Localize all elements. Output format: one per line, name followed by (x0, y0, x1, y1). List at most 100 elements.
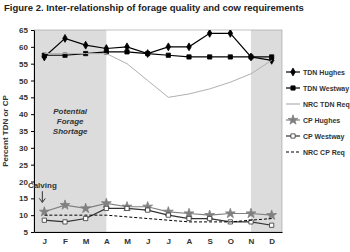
point (249, 55, 253, 59)
y-tick-mark (31, 131, 34, 132)
point (270, 55, 274, 59)
legend-swatch (286, 103, 300, 104)
y-tick: 60 (19, 43, 34, 52)
y-tick-label: 35 (19, 127, 28, 136)
y-axis: 5101520253035404550556065 (19, 26, 34, 237)
x-tick: D (269, 232, 275, 246)
y-tick: 45 (19, 93, 34, 102)
y-tick-mark (31, 47, 34, 48)
y-tick: 15 (19, 194, 34, 203)
series-line (44, 54, 271, 98)
y-tick: 5 (24, 228, 34, 237)
x-tick-label: O (228, 237, 234, 246)
y-tick-mark (31, 198, 34, 199)
y-tick-label: 55 (19, 60, 28, 69)
point (225, 208, 235, 217)
point (146, 208, 150, 212)
legend-item: NRC CP Req (286, 149, 345, 157)
point (166, 53, 170, 57)
y-tick: 35 (19, 127, 34, 136)
y-tick-mark (31, 30, 34, 31)
y-tick-mark (31, 114, 34, 115)
point (145, 50, 150, 58)
point (267, 210, 277, 219)
x-tick: O (228, 232, 234, 246)
y-axis-title: Percent TDN or CP (1, 95, 10, 167)
point (249, 53, 254, 61)
point (125, 50, 129, 54)
y-tick-mark (31, 64, 34, 65)
y-tick-mark (31, 148, 34, 149)
y-tick-mark (31, 232, 34, 233)
point (63, 34, 68, 42)
x-tick: J (167, 232, 171, 246)
point (228, 55, 232, 59)
series-line (44, 203, 271, 215)
annotation: Calving (28, 181, 57, 190)
point (246, 208, 256, 217)
legend-label: TDN Hughes (303, 69, 345, 77)
x-tick-label: S (207, 237, 213, 246)
y-tick-label: 45 (19, 93, 28, 102)
legend-item: NRC TDN Req (286, 101, 350, 109)
shade (251, 30, 282, 232)
y-tick-label: 60 (19, 43, 28, 52)
x-tick: M (83, 232, 90, 246)
x-tick-label: A (187, 237, 193, 246)
legend-marker (291, 134, 295, 138)
x-tick: S (207, 232, 213, 246)
x-tick: F (63, 232, 68, 246)
legend-label: TDN Westway (303, 85, 349, 93)
arrow (42, 191, 43, 202)
y-tick-label: 10 (19, 211, 28, 220)
point (83, 41, 88, 49)
point (81, 203, 91, 212)
x-tick: M (124, 232, 131, 246)
x-axis-line (35, 232, 283, 233)
legend-item: CP Westway (286, 133, 344, 141)
point (166, 213, 170, 217)
x-tick: A (187, 232, 193, 246)
point (187, 55, 191, 59)
x-tick-label: M (124, 237, 131, 246)
chart: Figure 2. Inter-relationship of forage q… (0, 0, 350, 252)
y-tick-label: 65 (19, 26, 28, 35)
legend-item: TDN Westway (286, 85, 349, 93)
y-tick: 10 (19, 211, 34, 220)
point (122, 202, 132, 211)
series-line (44, 52, 271, 57)
x-tick-label: J (167, 237, 171, 246)
x-tick-label: N (249, 237, 255, 246)
point (63, 220, 67, 224)
legend-marker (288, 115, 298, 124)
y-tick-mark (31, 81, 34, 82)
y-tick: 65 (19, 26, 34, 35)
legend-label: CP Hughes (303, 117, 340, 125)
x-tick-label: M (83, 237, 90, 246)
point (270, 223, 274, 227)
x-tick-label: A (104, 237, 110, 246)
x-tick: J (146, 232, 150, 246)
legend-marker (291, 86, 295, 90)
point (187, 216, 191, 220)
legend: TDN Hughes TDN Westway NRC TDN Req CP Hughe… (286, 68, 350, 157)
series-line (44, 33, 271, 60)
legend-swatch (286, 151, 300, 152)
x-tick: N (249, 232, 255, 246)
point (166, 43, 171, 51)
y-tick-label: 5 (24, 228, 29, 237)
title: Figure 2. Inter-relationship of forage q… (4, 2, 304, 13)
y-tick: 30 (19, 144, 34, 153)
x-tick: J (43, 232, 47, 246)
point (60, 200, 70, 209)
y-tick: 55 (19, 60, 34, 69)
legend-item: CP Hughes (286, 115, 340, 125)
point (146, 51, 150, 55)
shade (34, 30, 106, 232)
point (42, 53, 47, 61)
x-tick-label: D (269, 237, 275, 246)
annotation: PotentialForageShortage (53, 107, 88, 136)
x-tick-label: F (63, 237, 68, 246)
y-tick-mark (31, 165, 34, 166)
y-tick: 25 (19, 161, 34, 170)
